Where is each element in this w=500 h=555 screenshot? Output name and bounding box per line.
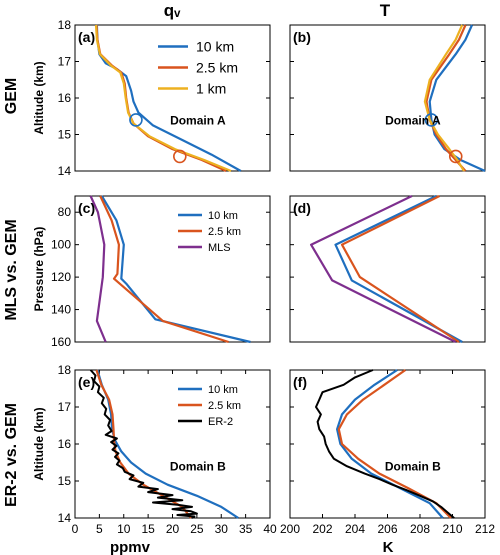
row-label-er2-vs-gem: ER-2 vs. GEM [3,403,20,507]
y-tick-label: 14 [58,164,72,178]
series-line-mls [89,195,107,343]
y-tick-label: 14 [58,511,72,525]
y-tick-label: 17 [58,400,72,414]
series-line-1-km [423,24,465,172]
x-tick-label: 212 [475,522,495,536]
series-line-er-2 [315,369,455,519]
panel-label: (b) [293,29,311,45]
legend-entry: ER-2 [208,416,233,428]
series-line-2-5-km [337,369,452,519]
x-tick-label: 25 [190,522,204,536]
legend-entry: 10 km [208,384,238,396]
x-unit-k: K [383,539,394,555]
legend-entry: 2.5 km [196,60,238,76]
x-tick-label: 202 [312,522,332,536]
panel-d: (d) [289,195,486,343]
row-label-gem: GEM [3,78,20,114]
series-line-1-km [94,24,232,173]
panels: 14 15 16 17 18 Altitude (km) (a) Domain A 10 km 2… [32,18,495,536]
x-tick-label: 30 [215,522,229,536]
column-title-t: T [380,1,391,20]
x-tick-label: 20 [166,522,180,536]
y-tick-label: 17 [58,55,72,69]
x-tick-label: 5 [96,522,103,536]
y-axis-label: Altitude (km) [32,407,46,480]
marker-circle-blue [424,113,439,127]
y-tick-label: 16 [58,437,72,451]
y-tick-label: 120 [51,270,71,284]
panel-frame [289,369,486,519]
legend-entry: 2.5 km [208,400,241,412]
panel-label: (d) [293,200,311,216]
x-tick-label: 200 [280,522,300,536]
y-tick-label: 100 [51,238,71,252]
panel-a: 14 15 16 17 18 Altitude (km) (a) Domain A 10 km 2… [32,18,271,178]
series-line-2-5-km [99,195,229,344]
series-line-2-5-km [340,195,460,343]
legend-entry: 2.5 km [208,226,241,238]
y-tick-label: 15 [58,474,72,488]
domain-annotation: Domain A [385,113,441,127]
x-tick-label: 15 [141,522,155,536]
legend-entry: 10 km [208,210,238,222]
legend-entry: 10 km [196,39,234,55]
domain-annotation: Domain B [170,460,226,474]
row-label-mls-vs-gem: MLS vs. GEM [3,219,20,320]
x-tick-label: 0 [72,522,79,536]
panel-c: 80 100 120 140 160 Pressure (hPa) (c) 10 km 2.5 … [32,195,271,349]
panel-frame [289,195,486,343]
y-tick-label: 18 [58,18,72,32]
series-line-10-km [100,195,251,344]
legend-entry: 1 km [196,81,226,97]
x-tick-label: 204 [345,522,365,536]
panel-b: (b) Domain A [289,24,486,173]
legend-entry: MLS [208,242,231,254]
y-tick-label: 18 [58,363,72,377]
panel-e: 14 15 16 17 18 0 5 10 15 20 25 30 35 40 Altitude (km) (… [32,363,277,536]
y-tick-label: 140 [51,303,71,317]
y-tick-label: 80 [58,205,72,219]
panel-label: (e) [78,374,95,390]
marker-circle-orange [448,149,463,164]
y-axis-label: Pressure (hPa) [32,227,46,312]
y-tick-label: 160 [51,335,71,349]
x-tick-label: 208 [410,522,430,536]
series-line-10-km [334,195,463,343]
series-line-er-2 [89,369,198,519]
x-tick-label: 35 [239,522,253,536]
y-tick-label: 15 [58,128,72,142]
panel-label: (c) [78,200,95,216]
x-unit-ppmv: ppmv [110,539,151,555]
domain-annotation: Domain B [385,460,441,474]
x-tick-label: 10 [117,522,131,536]
column-title-qv: qᵥ [164,1,181,20]
panel-frame [289,24,486,172]
y-axis-label: Altitude (km) [32,61,46,134]
x-tick-label: 206 [377,522,397,536]
series-line-mls [310,195,457,343]
x-tick-label: 210 [442,522,462,536]
domain-annotation: Domain A [170,113,226,127]
series-line-10-km [336,369,444,519]
x-tick-label: 40 [263,522,277,536]
y-tick-label: 16 [58,91,72,105]
panel-f: 200 202 204 206 208 210 212 (f) Domain B [280,369,495,536]
panel-label: (a) [78,29,95,45]
marker-circle-orange [173,149,187,164]
marker-circle-blue [129,113,143,127]
panel-label: (f) [293,374,307,390]
